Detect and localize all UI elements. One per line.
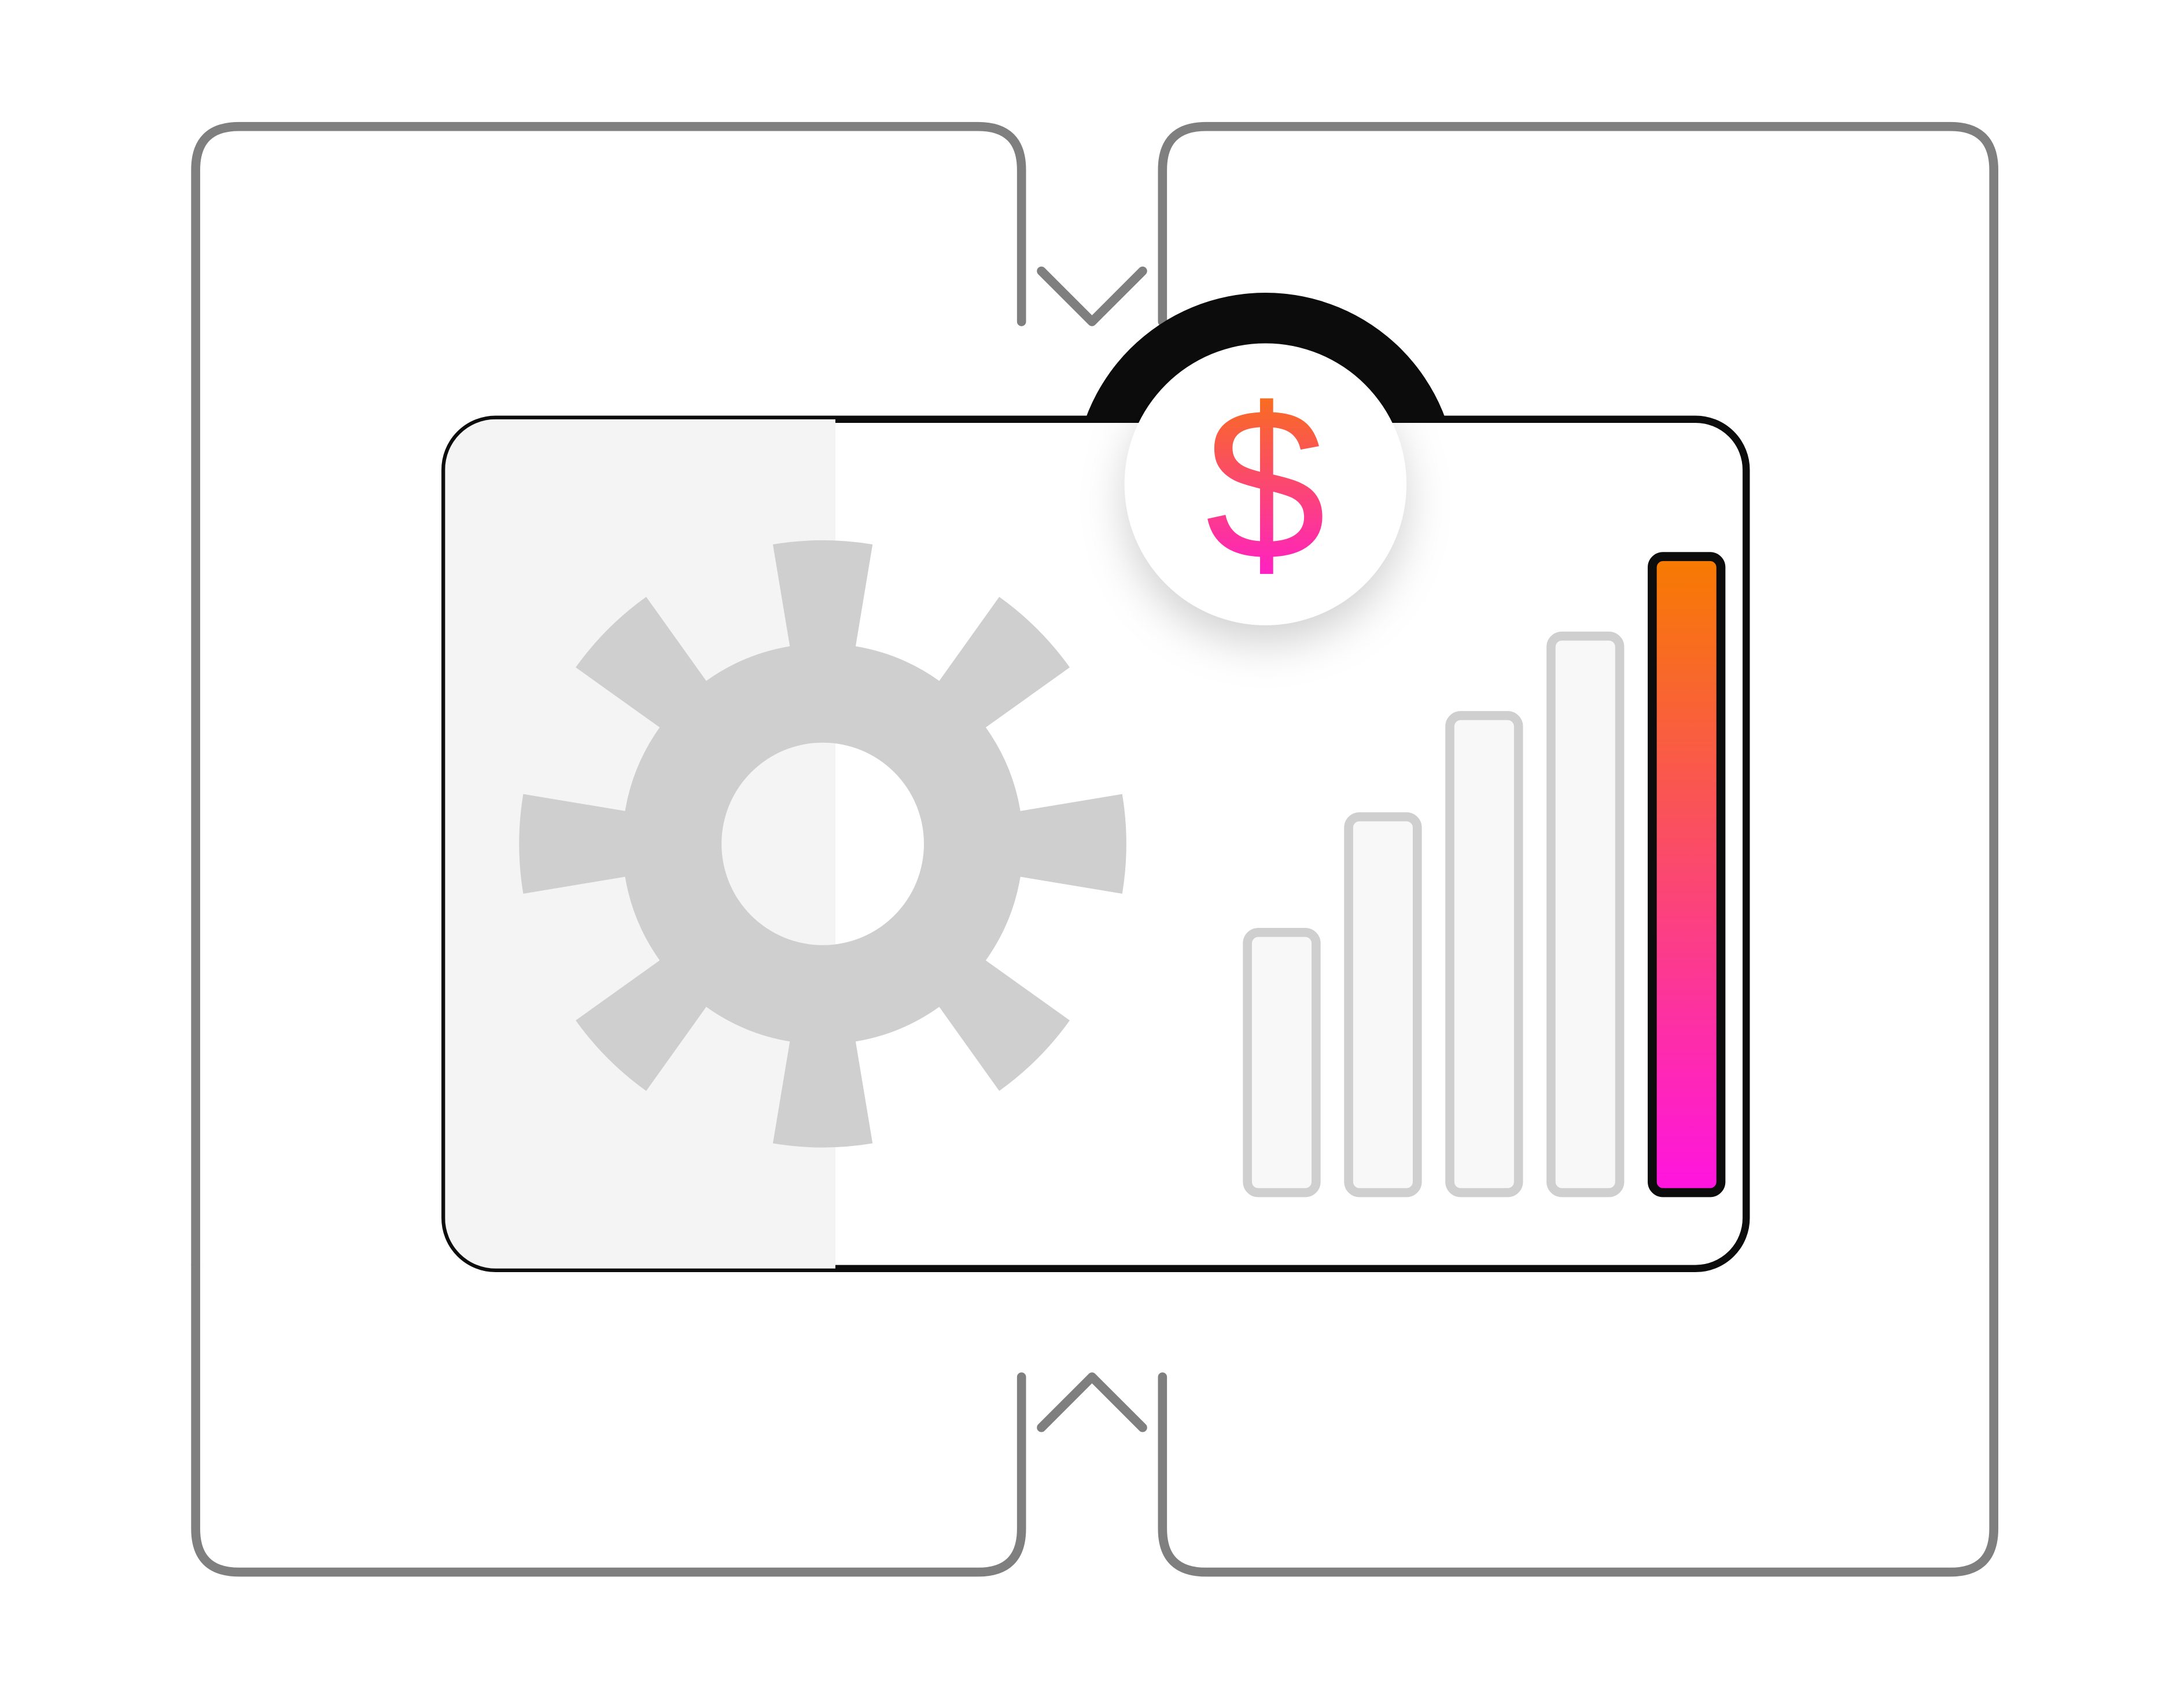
arrow-down-icon <box>1041 271 1143 322</box>
bar <box>1247 933 1316 1193</box>
bar <box>1551 636 1620 1193</box>
cycle-arrow-bottom-right <box>1162 1265 1994 1572</box>
bar-highlight <box>1652 557 1721 1193</box>
arrow-up-icon <box>1041 1377 1143 1427</box>
bar <box>1349 817 1417 1193</box>
infographic-diagram: $ <box>0 0 2184 1695</box>
bar <box>1450 716 1519 1193</box>
cycle-arrow-bottom-left <box>196 1265 1022 1572</box>
dollar-sign-icon: $ <box>1205 363 1325 605</box>
